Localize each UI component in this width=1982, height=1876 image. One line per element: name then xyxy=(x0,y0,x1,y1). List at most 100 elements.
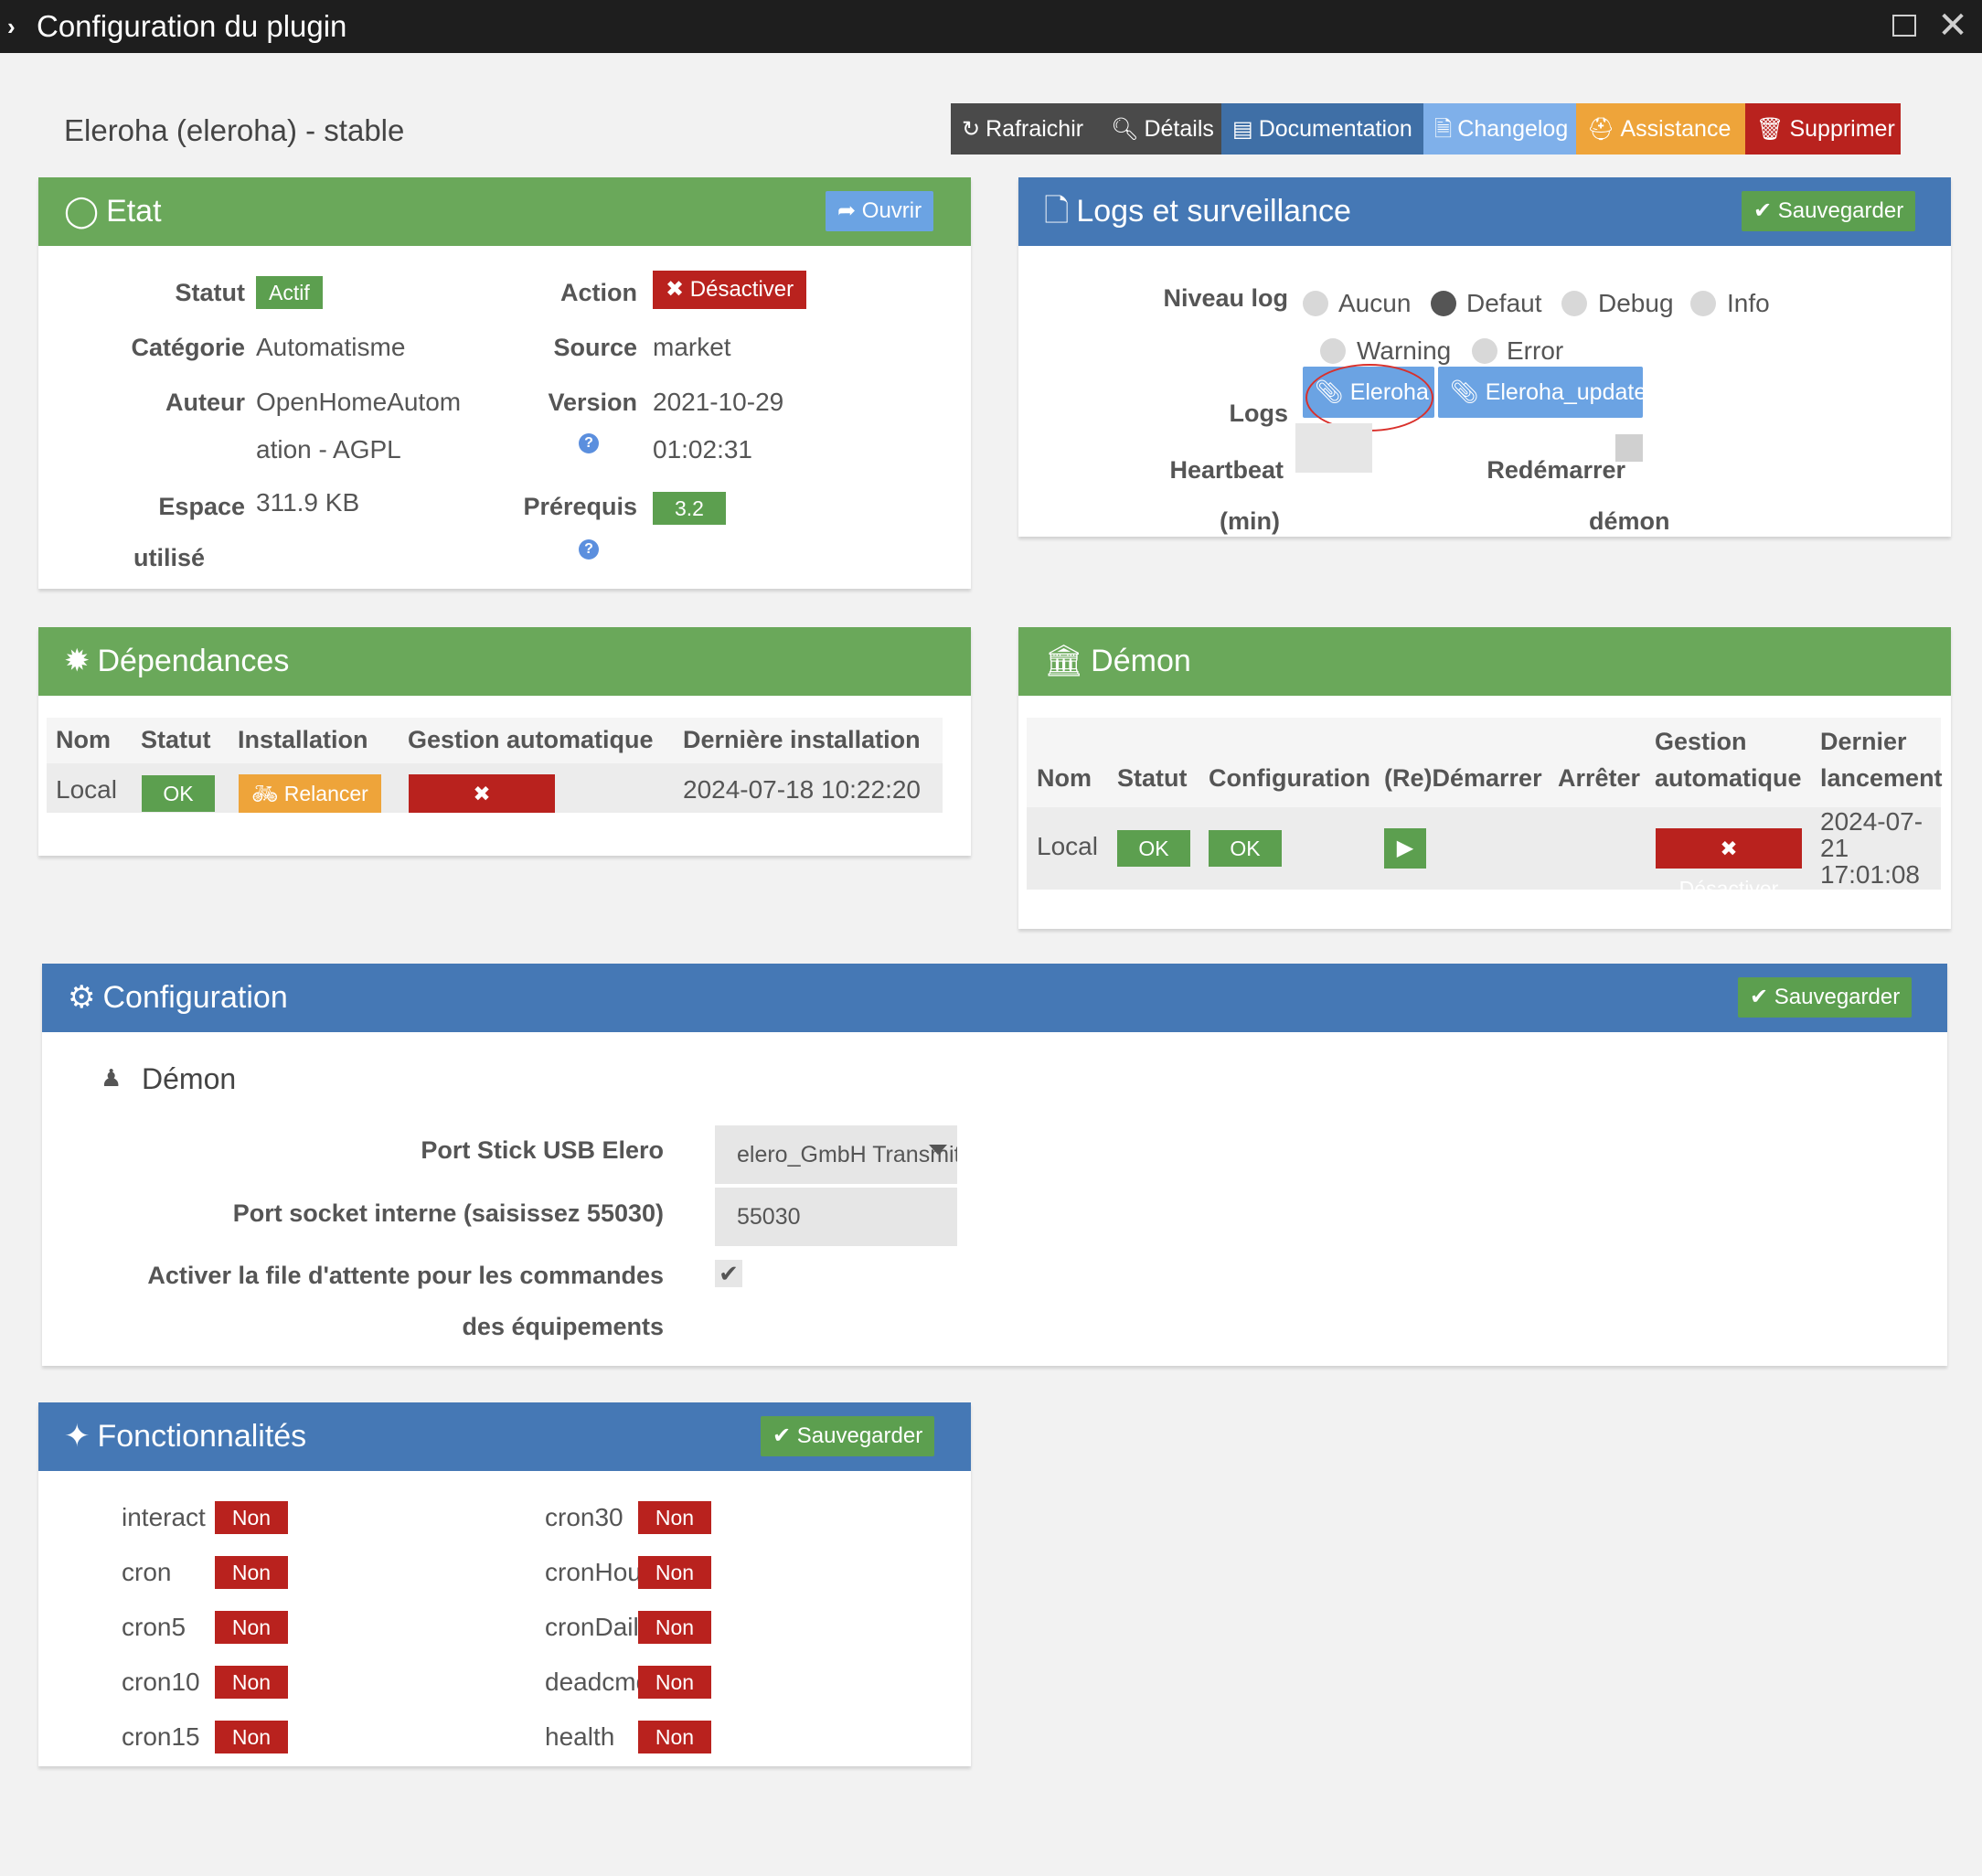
column-header: Statut xyxy=(141,726,211,753)
queue-label: Activer la file d'attente pour les comma… xyxy=(147,1262,664,1289)
radio-info[interactable] xyxy=(1690,291,1716,316)
auteur-value: OpenHomeAutom xyxy=(256,388,462,416)
feature-name: cronHourly xyxy=(545,1558,638,1586)
delete-button[interactable]: 🗑︎ Supprimer xyxy=(1745,103,1901,155)
plugin-title: Eleroha (eleroha) - stable xyxy=(64,113,405,147)
radio-label: Aucun xyxy=(1338,289,1412,317)
daemon-name: Local xyxy=(1037,832,1098,860)
auteur-label: Auteur xyxy=(165,389,245,416)
categorie-label: Catégorie xyxy=(131,334,245,361)
ambulance-icon: ⛑︎ xyxy=(1587,117,1615,142)
deactivate-daemon-auto-button[interactable]: ✖ Désactiver xyxy=(1656,828,1802,901)
port-socket-label: Port socket interne (saisissez 55030) xyxy=(232,1199,664,1227)
feature-name: cron10 xyxy=(122,1668,200,1696)
feature-name: interact xyxy=(122,1503,206,1531)
documentation-button[interactable]: ▤ Documentation xyxy=(1221,103,1423,155)
university-icon: 🏛︎ xyxy=(1044,644,1084,678)
queue-checkbox[interactable]: ✔ xyxy=(715,1260,742,1287)
column-header: Dernière installation xyxy=(683,726,921,753)
times-icon: ✖ xyxy=(666,277,690,302)
config-save-button[interactable]: ✔ Sauvegarder xyxy=(1738,977,1913,1018)
question-icon[interactable]: ? xyxy=(579,433,599,453)
puzzle-icon: ✦ xyxy=(64,1419,91,1454)
share-icon: ➦ xyxy=(837,198,862,223)
times-icon: ✖ xyxy=(1720,837,1738,860)
book-icon: ▤ xyxy=(1232,117,1253,142)
column-header: Arrêter xyxy=(1558,764,1641,792)
start-daemon-button[interactable]: ▶ xyxy=(1384,828,1426,869)
column-header: Gestion xyxy=(1655,728,1747,755)
port-usb-select[interactable]: elero_GmbH Transmitter xyxy=(715,1125,957,1184)
chevron-right-icon[interactable]: › xyxy=(7,13,16,40)
feature-status-badge: Non xyxy=(215,1501,288,1534)
heartbeat-label: Heartbeat xyxy=(1169,456,1284,484)
radio-label: Info xyxy=(1727,289,1770,317)
radio-aucun[interactable] xyxy=(1303,291,1328,316)
daemon-status-badge: OK xyxy=(1117,830,1190,867)
port-socket-input[interactable]: 55030 xyxy=(715,1188,957,1246)
features-save-button[interactable]: ✔ Sauvegarder xyxy=(761,1416,935,1456)
feature-name: health xyxy=(545,1722,615,1751)
file-code-icon: 🗎︎ xyxy=(1434,117,1453,142)
espace-value: 311.9 KB xyxy=(256,488,360,517)
logs-panel: 🗋︎ Logs et surveillance ✔ Sauvegarder Niv… xyxy=(1018,177,1951,537)
daemon-config-badge: OK xyxy=(1209,830,1282,867)
dependance-status-badge: OK xyxy=(142,775,215,812)
refresh-icon: ↻ xyxy=(962,117,981,142)
heartbeat-label-line2: (min) xyxy=(1220,507,1280,535)
radio-error[interactable] xyxy=(1472,338,1497,364)
question-icon[interactable]: ? xyxy=(579,539,599,560)
file-icon: 🗋︎ xyxy=(1044,194,1070,229)
circle-notch-icon: ◯ xyxy=(64,194,100,229)
etat-header: ◯ Etat xyxy=(38,177,971,246)
feature-status-badge: Non xyxy=(638,1556,711,1589)
logs-label: Logs xyxy=(1229,400,1289,427)
relaunch-dependency-button[interactable]: 🚲︎ Relancer xyxy=(239,774,381,813)
feature-name: cron xyxy=(122,1558,172,1586)
deactivate-dep-auto-button[interactable]: ✖ Désactiver xyxy=(409,774,555,844)
radio-warning[interactable] xyxy=(1320,338,1346,364)
table-header-row xyxy=(1027,718,1941,807)
prerequis-label: Prérequis xyxy=(523,493,637,520)
version-value-line2: 01:02:31 xyxy=(653,435,752,464)
restart-daemon-checkbox[interactable] xyxy=(1615,434,1643,462)
configuration-header: ⚙︎ Configuration xyxy=(42,964,1947,1032)
open-button[interactable]: ➦ Ouvrir xyxy=(826,191,934,231)
refresh-button[interactable]: ↻ Rafraichir xyxy=(951,103,1100,155)
changelog-button[interactable]: 🗎︎ Changelog xyxy=(1423,103,1576,155)
source-label: Source xyxy=(553,334,637,361)
feature-status-badge: Non xyxy=(215,1721,288,1753)
radio-label: Defaut xyxy=(1466,289,1542,317)
check-circle-icon: ✔ xyxy=(1753,198,1778,223)
heartbeat-input[interactable] xyxy=(1295,423,1372,473)
details-button[interactable]: 🔍︎ Détails xyxy=(1100,103,1221,155)
radio-label: Warning xyxy=(1357,336,1452,365)
close-icon[interactable]: ✕ xyxy=(1937,5,1968,46)
column-header: Dernier xyxy=(1820,728,1907,755)
play-icon: ▶ xyxy=(1396,836,1414,860)
source-value: market xyxy=(653,333,731,361)
queue-label-line2: des équipements xyxy=(462,1313,664,1340)
categorie-value: Automatisme xyxy=(256,333,406,361)
window-titlebar: › Configuration du plugin ✕ xyxy=(0,0,1982,53)
paperclip-icon: 📎︎ xyxy=(1450,379,1486,405)
daemon-section-title: Démon xyxy=(142,1062,237,1095)
feature-status-badge: Non xyxy=(215,1556,288,1589)
etat-panel: ◯ Etat ➦ Ouvrir Statut Actif Action ✖ Dés… xyxy=(38,177,971,589)
feature-name: cronDaily xyxy=(545,1613,638,1641)
radio-debug[interactable] xyxy=(1561,291,1587,316)
times-icon: ✖ xyxy=(473,782,491,805)
logs-save-button[interactable]: ✔ Sauvegarder xyxy=(1742,191,1916,231)
log-file-eleroha-update-button[interactable]: 📎︎ Eleroha_update xyxy=(1438,367,1646,418)
feature-status-badge: Non xyxy=(215,1666,288,1699)
feature-status-badge: Non xyxy=(638,1666,711,1699)
port-usb-label: Port Stick USB Elero xyxy=(421,1136,664,1164)
column-header: Nom xyxy=(56,726,111,753)
column-header-line2: lancement xyxy=(1820,764,1943,792)
assistance-button[interactable]: ⛑︎ Assistance xyxy=(1576,103,1745,155)
deactivate-plugin-button[interactable]: ✖ Désactiver xyxy=(653,271,807,309)
radio-label: Debug xyxy=(1598,289,1674,317)
certificate-icon: ✹ xyxy=(64,644,91,678)
maximize-icon[interactable] xyxy=(1892,15,1916,37)
radio-defaut[interactable] xyxy=(1431,291,1456,316)
